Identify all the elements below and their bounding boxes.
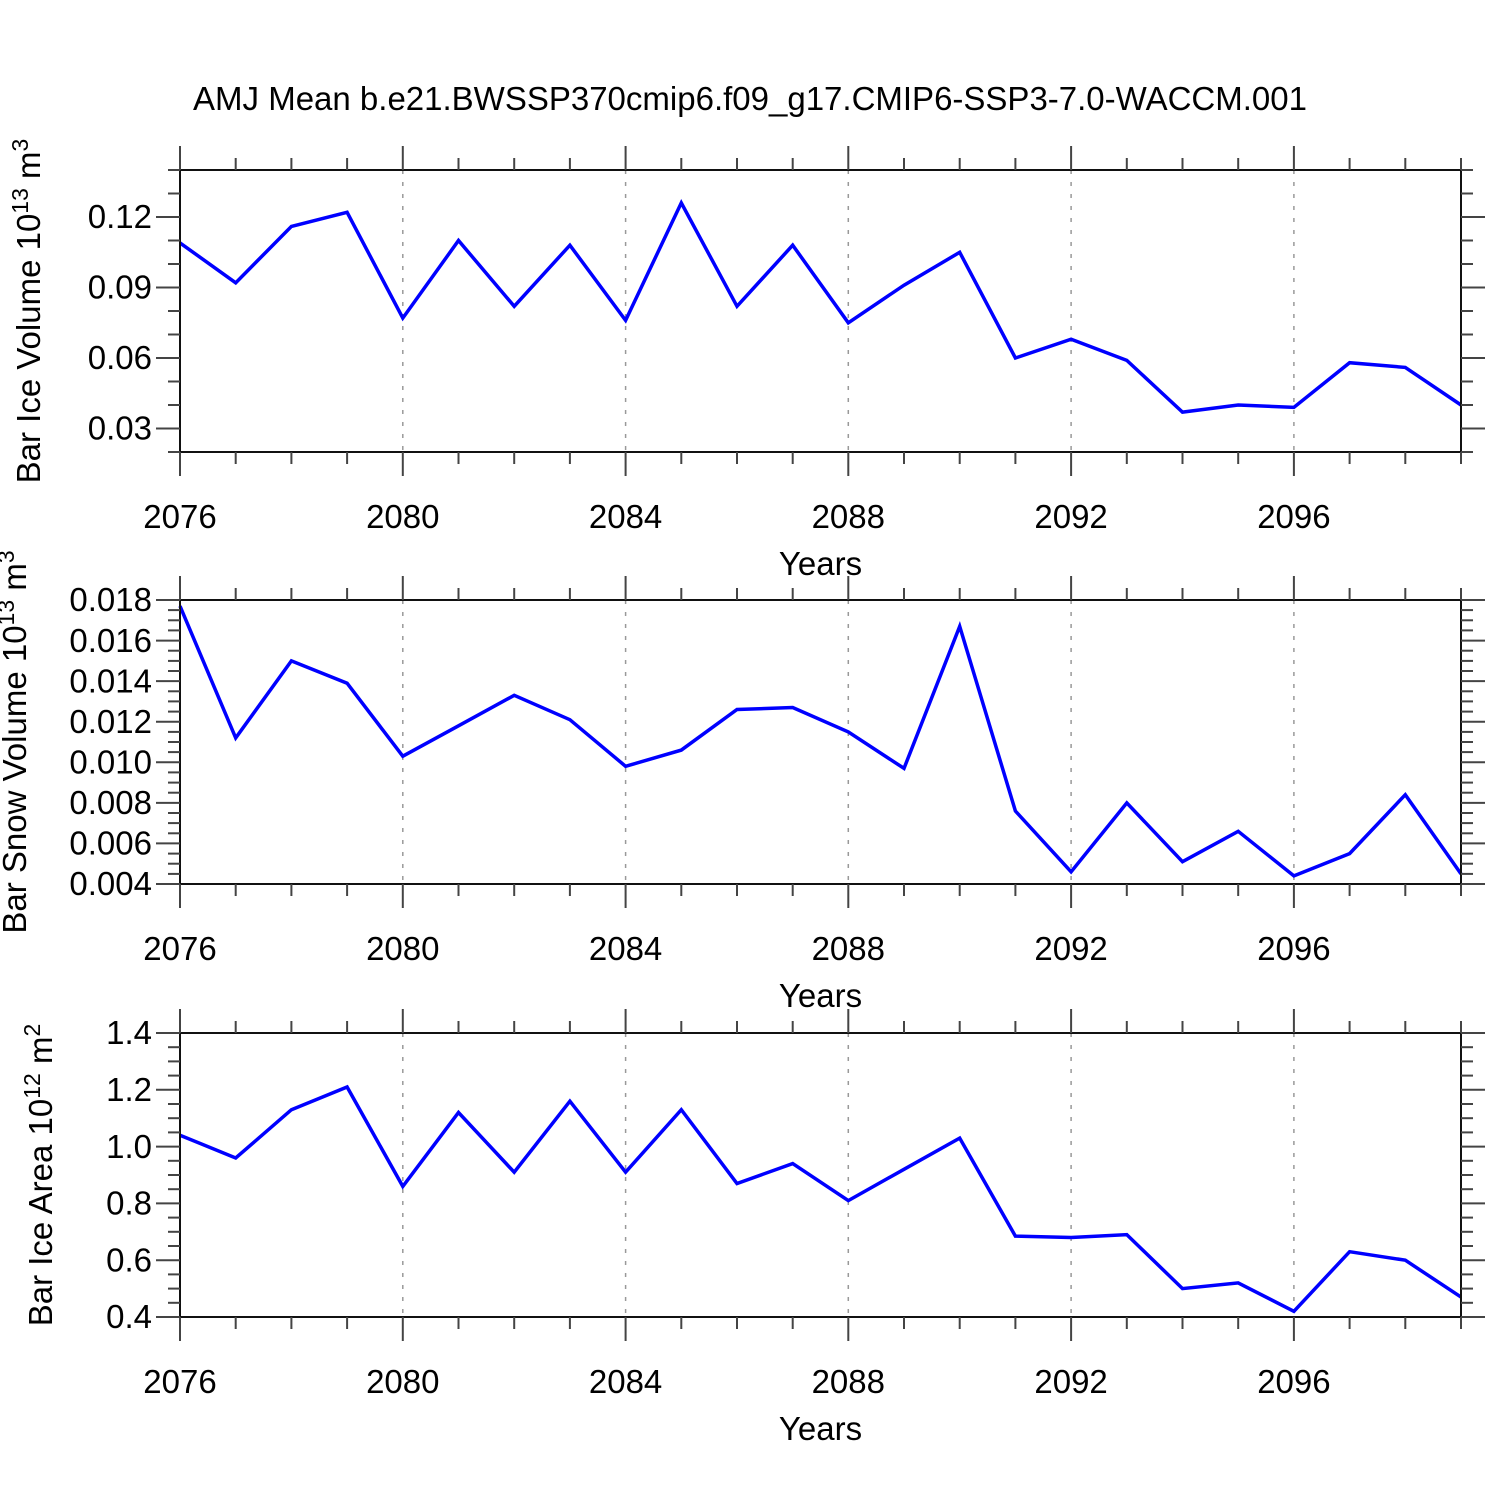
y-tick-label: 0.8 <box>106 1185 152 1222</box>
y-tick-label: 0.010 <box>69 744 152 781</box>
y-tick-label: 1.2 <box>106 1071 152 1108</box>
y-tick-label: 1.0 <box>106 1128 152 1165</box>
data-line-bar-ice-area <box>179 1084 1462 1314</box>
x-tick-label: 2088 <box>812 930 885 967</box>
y-tick-label: 0.018 <box>69 581 152 618</box>
x-tick-label: 2096 <box>1257 930 1330 967</box>
y-tick-label: 0.03 <box>88 410 152 447</box>
x-tick-label: 2092 <box>1034 930 1107 967</box>
plot-title: AMJ Mean b.e21.BWSSP370cmip6.f09_g17.CMI… <box>193 80 1307 117</box>
data-line-bar-ice-volume <box>178 199 1462 414</box>
y-axis-title: Bar Snow Volume 1013 m3 <box>0 550 33 933</box>
plot-frame <box>179 1032 1462 1318</box>
x-tick-label: 2084 <box>589 930 662 967</box>
x-axis-title: Years <box>779 545 862 582</box>
y-tick-label: 0.012 <box>69 703 152 740</box>
x-tick-label: 2080 <box>366 930 439 967</box>
x-tick-label: 2076 <box>143 1363 216 1400</box>
x-tick-label: 2080 <box>366 1363 439 1400</box>
x-tick-label: 2084 <box>589 498 662 535</box>
y-tick-label: 0.12 <box>88 198 152 235</box>
y-tick-label: 0.004 <box>69 865 152 902</box>
x-tick-label: 2092 <box>1034 498 1107 535</box>
x-tick-label: 2092 <box>1034 1363 1107 1400</box>
y-tick-label: 0.016 <box>69 622 152 659</box>
x-tick-label: 2096 <box>1257 498 1330 535</box>
plot-frame <box>179 169 1462 453</box>
x-tick-label: 2088 <box>812 1363 885 1400</box>
x-tick-label: 2076 <box>143 498 216 535</box>
x-axis-title: Years <box>779 977 862 1014</box>
y-tick-label: 0.4 <box>106 1298 152 1335</box>
x-axis-title: Years <box>779 1410 862 1447</box>
x-tick-label: 2084 <box>589 1363 662 1400</box>
y-tick-label: 0.09 <box>88 269 152 306</box>
plot-frame <box>179 599 1462 885</box>
y-tick-label: 0.6 <box>106 1241 152 1278</box>
x-tick-label: 2080 <box>366 498 439 535</box>
data-line-bar-snow-volume <box>178 605 1463 878</box>
panel-bar-ice-area: 0.4 0.6 0.8 1.0 1.2 1.4 2076 2080 2084 2088 2092 20… <box>19 1009 1485 1447</box>
x-tick-label: 2088 <box>812 498 885 535</box>
y-tick-label: 0.014 <box>69 662 152 699</box>
x-tick-label: 2096 <box>1257 1363 1330 1400</box>
panel-bar-ice-volume: 0.03 0.06 0.09 0.12 2076 2080 2084 2088 2092 2096… <box>7 139 1485 582</box>
y-tick-label: 0.06 <box>88 339 152 376</box>
y-axis-title: Bar Ice Area 1012 m2 <box>19 1024 59 1327</box>
y-axis-title: Bar Ice Volume 1013 m3 <box>7 139 47 484</box>
x-tick-label: 2076 <box>143 930 216 967</box>
y-tick-label: 0.008 <box>69 784 152 821</box>
y-tick-label: 0.006 <box>69 825 152 862</box>
y-tick-label: 1.4 <box>106 1014 152 1051</box>
